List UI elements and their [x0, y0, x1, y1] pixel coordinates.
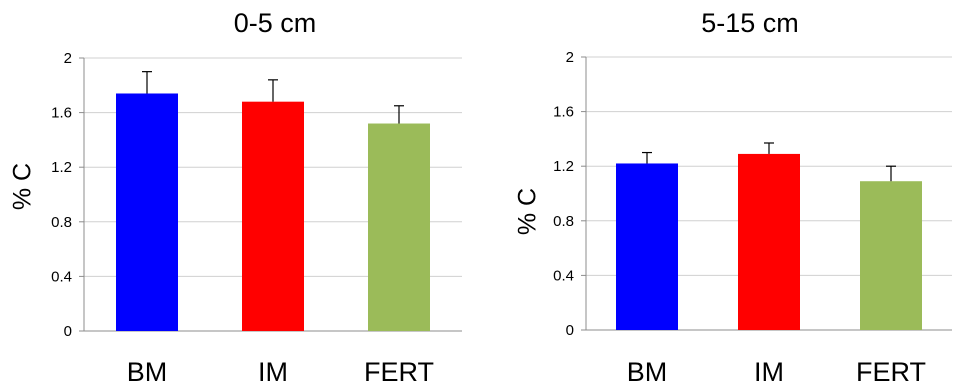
x-tick-label: IM: [258, 357, 288, 387]
y-tick-label: 1.6: [51, 105, 72, 122]
y-tick-label: 0.8: [51, 214, 72, 231]
x-tick-label: BM: [627, 357, 668, 387]
bar-fert: [368, 123, 430, 332]
y-tick-label: 1.2: [51, 159, 72, 176]
y-tick-label: 1.6: [553, 104, 574, 121]
x-tick-label: BM: [127, 357, 168, 387]
bar-fert: [860, 181, 922, 330]
plot-area: 0 0.4 0.8 1.2 1.6 2 BM IM FERT: [553, 49, 952, 387]
chart-0-5cm: 0-5 cm % C 0 0.4 0.8 1.2 1.6 2 BM IM FERT: [0, 0, 480, 387]
y-tick-label: 2: [566, 49, 574, 66]
bar-im: [738, 153, 800, 330]
bar-im: [242, 101, 304, 332]
y-tick-label: 0: [64, 323, 72, 340]
chart-5-15cm: 5-15 cm % C 0 0.4 0.8 1.2 1.6 2 BM IM FERT: [490, 0, 966, 387]
y-tick-label: 2: [64, 50, 72, 67]
plot-area: 0 0.4 0.8 1.2 1.6 2 BM IM FERT: [51, 50, 462, 387]
chart-title: 5-15 cm: [701, 8, 799, 38]
chart-title: 0-5 cm: [233, 8, 317, 38]
bar-bm: [116, 93, 178, 332]
y-tick-label: 0: [566, 322, 574, 339]
y-tick-label: 1.2: [553, 158, 574, 175]
y-tick-label: 0.4: [51, 268, 72, 285]
y-tick-label: 0.8: [553, 213, 574, 230]
x-tick-label: FERT: [364, 357, 434, 387]
bar-bm: [616, 163, 678, 330]
x-tick-label: IM: [754, 357, 784, 387]
y-tick-label: 0.4: [553, 267, 574, 284]
x-tick-label: FERT: [856, 357, 926, 387]
